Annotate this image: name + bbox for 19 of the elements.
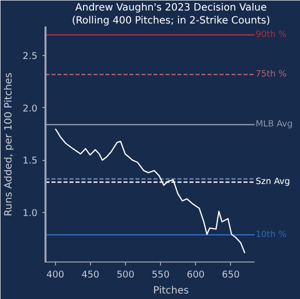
y-tick-label: 2.0	[22, 103, 38, 114]
ref-line-label: 10th %	[256, 230, 287, 240]
ref-line-label: MLB Avg	[256, 120, 293, 130]
ref-line-label: 75th %	[256, 70, 287, 80]
x-tick-label: 500	[116, 270, 134, 280]
ref-line-label: 90th %	[256, 30, 287, 40]
x-tick-label: 400	[46, 270, 64, 280]
chart-subtitle: (Rolling 400 Pitches; in 2-Strike Counts)	[72, 16, 270, 26]
y-tick-label: 2.5	[22, 51, 38, 62]
x-tick-label: 600	[186, 270, 205, 280]
chart-title: Andrew Vaughn's 2023 Decision Value	[75, 2, 267, 14]
y-axis-title: Runs Added, per 100 Pitches	[4, 72, 15, 216]
x-tick-label: 450	[82, 270, 100, 280]
ref-line-label: Szn Avg	[256, 177, 290, 188]
x-axis-title: Pitches	[153, 286, 189, 296]
y-tick-label: 1.5	[22, 156, 38, 167]
x-tick-label: 650	[222, 270, 240, 280]
x-tick-label: 550	[152, 270, 170, 280]
y-tick-label: 1.0	[22, 208, 38, 219]
